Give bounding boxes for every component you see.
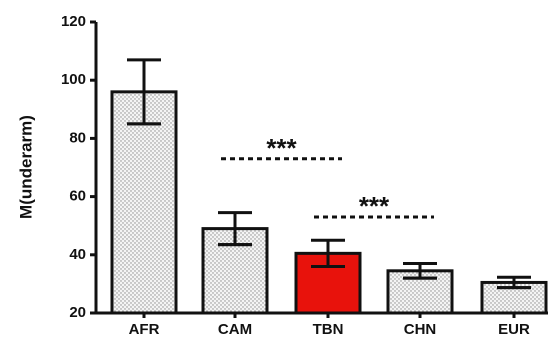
y-tick-label: 80 [69,129,86,146]
y-tick-label: 120 [61,13,86,30]
error-bars [127,58,531,290]
tick-labels: 20 40 60 80 100 120 AFR CAM TBN CHN EUR [61,13,530,337]
x-tick-label-eur: EUR [498,321,530,337]
bar-afr [110,90,178,315]
x-tick-label-chn: CHN [404,321,437,337]
bars [110,90,548,315]
y-axis-label: M(underarm) [16,115,35,219]
y-tick-label: 40 [69,246,86,263]
x-tick-label-cam: CAM [218,321,252,337]
significance-label-1: *** [266,133,297,163]
x-tick-label-afr: AFR [129,321,160,337]
significance-label-2: *** [359,191,390,221]
x-tick-label-tbn: TBN [313,321,344,337]
y-tick-label: 100 [61,71,86,88]
y-tick-label: 60 [69,188,86,205]
y-tick-label: 20 [69,304,86,321]
significance-annotations: *** *** [221,133,434,221]
